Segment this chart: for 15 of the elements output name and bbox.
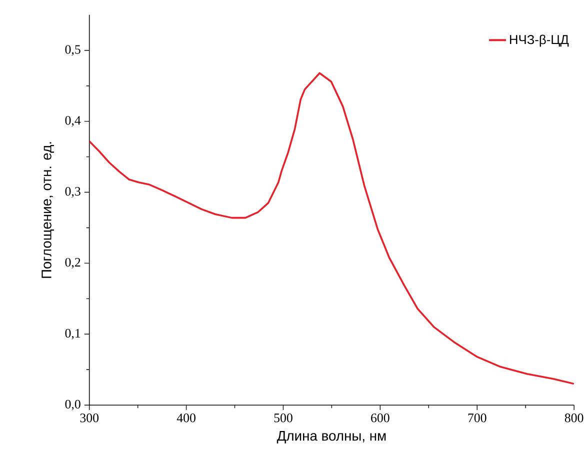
x-tick-label: 500 [274, 414, 292, 422]
legend-label: НЧЗ-β-ЦД [510, 34, 569, 47]
y-axis-title: Поглощение, отн. ед. [42, 142, 54, 278]
y-tick-label: 0,0 [65, 400, 80, 410]
x-tick-label: 800 [564, 414, 584, 422]
x-tick-label: 400 [176, 414, 196, 422]
x-axis-title: Длина волны, нм [276, 431, 386, 444]
y-tick-label: 0,5 [65, 45, 80, 56]
x-tick-label: 300 [80, 414, 99, 422]
y-tick-label: 0,2 [65, 258, 80, 269]
y-tick-label: 0,1 [65, 328, 80, 340]
x-tick-label: 600 [371, 414, 390, 422]
y-tick-label: 0,3 [65, 187, 80, 198]
x-tick-label: 700 [468, 414, 486, 422]
y-tick-label: 0,4 [65, 116, 81, 127]
